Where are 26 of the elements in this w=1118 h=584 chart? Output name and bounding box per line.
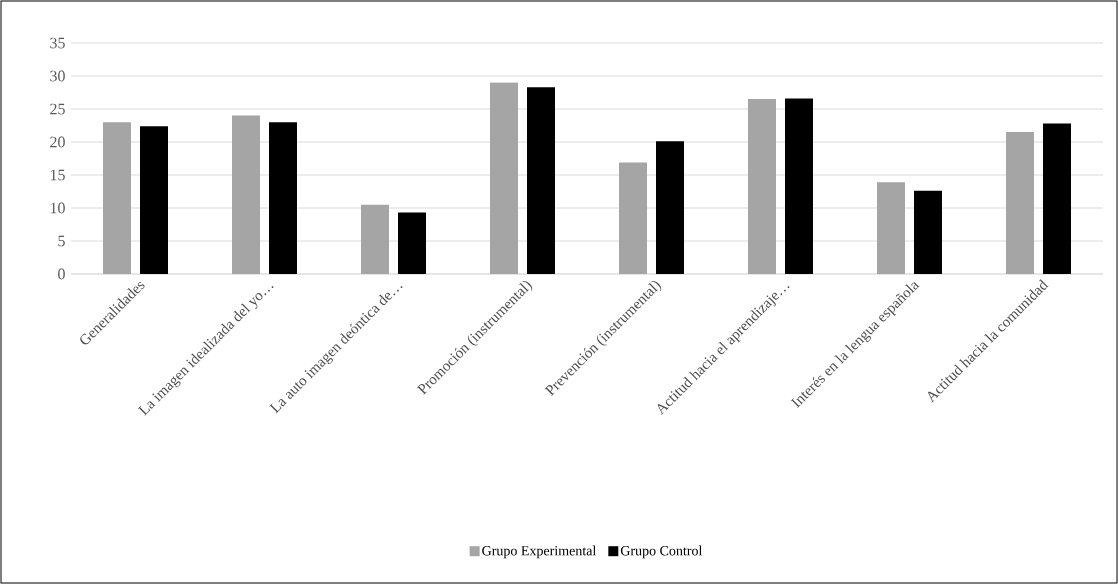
bar: [103, 122, 131, 274]
bar: [140, 126, 168, 274]
bar: [361, 204, 389, 274]
legend-label: Grupo Control: [620, 545, 703, 559]
y-tick-label: 0: [58, 268, 65, 280]
legend-label: Grupo Experimental: [482, 545, 597, 559]
bar: [656, 141, 684, 274]
bar: [877, 182, 905, 274]
bar: [785, 98, 813, 274]
bar: [1043, 123, 1071, 274]
bar: [269, 122, 297, 274]
y-tick-label: 15: [50, 169, 65, 181]
bar: [490, 82, 518, 274]
bar: [619, 162, 647, 274]
bar: [748, 99, 776, 274]
bar: [914, 190, 942, 274]
bar: [1006, 132, 1034, 274]
bar: [527, 87, 555, 274]
y-tick-label: 35: [50, 37, 65, 49]
y-tick-label: 25: [50, 103, 65, 115]
y-tick-label: 20: [50, 136, 65, 148]
bar: [398, 212, 426, 274]
bar: [232, 115, 260, 274]
y-tick-label: 10: [50, 202, 65, 214]
y-tick-label: 5: [58, 235, 65, 247]
y-tick-label: 30: [50, 70, 65, 82]
